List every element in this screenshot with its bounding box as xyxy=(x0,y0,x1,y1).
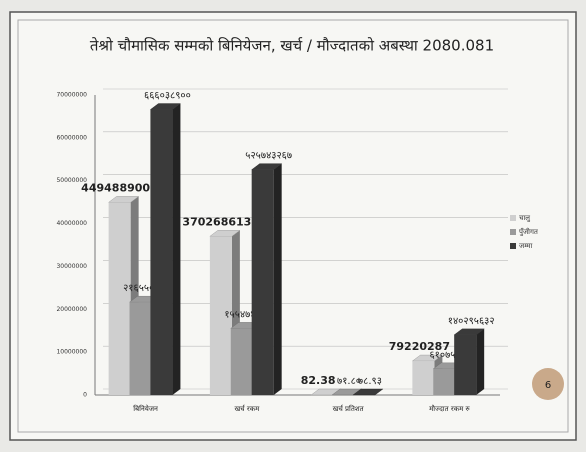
y-tick-label: 0 xyxy=(83,392,87,399)
page-number: 6 xyxy=(545,380,551,391)
data-label: ५२५७४३२६७ xyxy=(245,151,292,162)
x-tick-label: मौज्दात रकम रु xyxy=(429,404,470,413)
bar-side xyxy=(274,164,282,395)
legend-swatch xyxy=(510,215,516,221)
y-tick-label: 70000000 xyxy=(56,92,87,99)
chart-title: तेश्रो चौमासिक सम्मको बिनियेजन, खर्च / म… xyxy=(90,37,494,55)
bar xyxy=(130,302,152,395)
y-tick-label: 60000000 xyxy=(56,134,87,141)
data-label: 370268613 xyxy=(182,215,251,228)
bar xyxy=(150,110,172,395)
bar xyxy=(109,202,131,395)
bar xyxy=(454,335,476,395)
legend-label: चालु xyxy=(519,214,531,222)
y-tick-label: 40000000 xyxy=(56,220,87,227)
y-tick-label: 20000000 xyxy=(56,306,87,313)
y-tick-label: 10000000 xyxy=(56,349,87,356)
x-tick-label: बिनियेजन xyxy=(133,404,158,413)
legend-swatch xyxy=(510,243,516,249)
bar-side xyxy=(476,329,484,395)
slide: तेश्रो चौमासिक सम्मको बिनियेजन, खर्च / म… xyxy=(0,0,586,452)
legend-label: जम्मा xyxy=(519,242,532,250)
data-label: १४०२९५६३२ xyxy=(448,316,495,327)
x-tick-label: खर्च प्रतिशत xyxy=(333,404,365,413)
x-tick-label: खर्च रकम xyxy=(234,404,260,413)
bar xyxy=(433,369,455,395)
bar xyxy=(231,328,253,395)
data-label: 449488900 xyxy=(81,181,150,194)
legend-swatch xyxy=(510,229,516,235)
data-label: ७८.९३ xyxy=(358,376,382,387)
bar xyxy=(412,361,434,395)
bar-side xyxy=(172,104,180,395)
data-label: ६६६०३८९०० xyxy=(144,91,191,102)
bar xyxy=(252,170,274,395)
legend-label: पुँजीगत xyxy=(519,227,539,236)
data-label: 82.38 xyxy=(301,374,336,387)
y-tick-label: 30000000 xyxy=(56,263,87,270)
